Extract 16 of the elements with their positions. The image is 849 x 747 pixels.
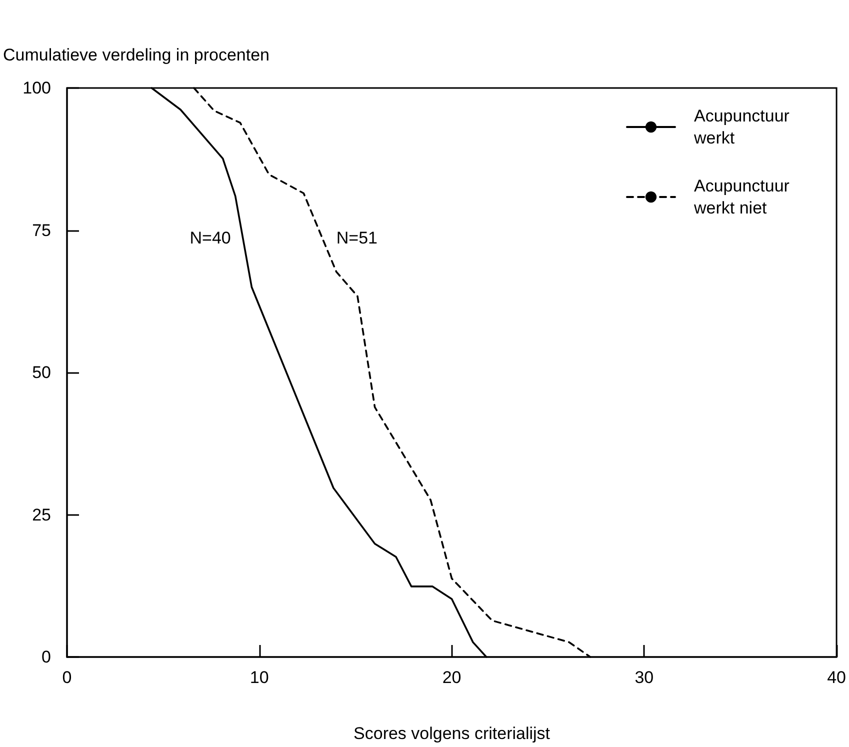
y-tick-label: 75: [32, 220, 51, 240]
x-axis-title: Scores volgens criterialijst: [354, 724, 550, 743]
x-tick-label: 40: [827, 668, 846, 687]
x-tick-label: 30: [634, 668, 654, 687]
x-tick-label: 20: [442, 668, 462, 687]
y-axis-title: Cumulatieve verdeling in procenten: [3, 46, 270, 64]
x-tick-label: 0: [62, 668, 72, 687]
y-tick-label: 50: [32, 363, 51, 382]
legend-label: Acupunctuur werkt niet: [693, 176, 794, 218]
y-tick-label: 100: [22, 78, 51, 98]
annotation: N=40: [190, 228, 231, 248]
legend-label: Acupunctuur werkt: [693, 106, 794, 148]
y-tick-label: 25: [32, 505, 51, 524]
x-tick-label: 10: [250, 668, 269, 687]
y-tick-label: 0: [42, 648, 51, 666]
annotation: N=51: [336, 228, 378, 248]
